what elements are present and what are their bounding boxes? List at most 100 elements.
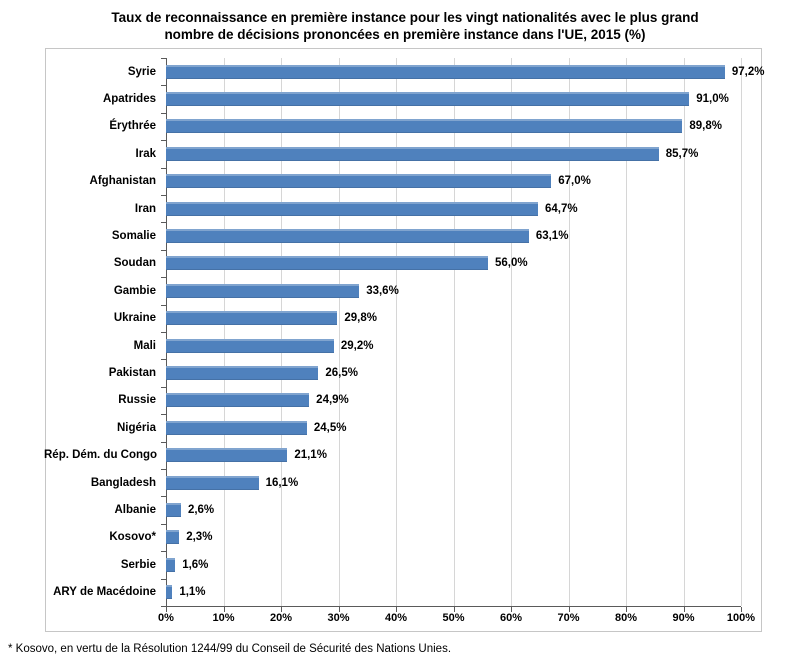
bar — [166, 475, 259, 490]
gridline — [223, 58, 225, 606]
y-axis-tick — [161, 359, 166, 361]
category-label: Albanie — [114, 504, 156, 517]
y-axis-tick — [161, 167, 166, 169]
y-axis-tick — [161, 496, 166, 498]
y-axis-tick — [161, 222, 166, 224]
bar-row: Serbie 1,6% — [121, 551, 741, 578]
gridline — [511, 58, 512, 606]
y-axis-tick — [161, 277, 166, 279]
bar — [166, 420, 307, 435]
bar — [166, 503, 181, 518]
value-label: 24,9% — [316, 394, 349, 407]
gridline — [338, 58, 340, 606]
category-label: Afghanistan — [89, 175, 156, 188]
value-label: 29,2% — [340, 339, 374, 352]
category-label: Russie — [118, 394, 156, 407]
category-label: Syrie — [127, 65, 156, 78]
chart-frame: 0% 10% 20% 30% 40% 50% 60% 70% 80% 90% 100% Syrie 97… — [44, 48, 765, 632]
gridline — [568, 58, 570, 606]
value-label: 16,1% — [265, 476, 299, 489]
x-axis-tick — [683, 607, 685, 612]
y-axis-tick — [161, 304, 166, 306]
bar-row: Kosovo* 2,3% — [109, 524, 741, 551]
gridline — [741, 58, 742, 606]
gridline — [453, 58, 455, 606]
bar-row: Érythrée 89,8% — [109, 113, 741, 140]
x-axis-tick — [626, 607, 627, 612]
x-axis-tick — [453, 607, 455, 612]
y-axis-tick — [161, 140, 166, 142]
category-label: Ukraine — [113, 312, 156, 325]
x-axis-tick — [511, 607, 512, 612]
category-label: Pakistan — [108, 367, 156, 380]
x-axis-tick — [396, 607, 397, 612]
bar-row: Pakistan 26,5% — [109, 359, 741, 386]
category-label: Iran — [134, 202, 156, 215]
bar-row: Albanie 2,6% — [114, 496, 741, 523]
value-label: 24,5% — [313, 421, 347, 434]
bar-row: Nigéria 24,5% — [117, 414, 741, 441]
chart-title-line-1: Taux de reconnaissance en première insta… — [111, 10, 699, 25]
y-axis-line — [166, 58, 167, 606]
y-axis-tick — [161, 441, 166, 443]
gridline — [683, 58, 685, 606]
bar-row: ARY de Macédoine 1,1% — [53, 579, 741, 606]
bar-row: Irak 85,7% — [136, 140, 741, 167]
bar-row: Syrie 97,2% — [128, 58, 765, 85]
x-axis-tick — [741, 607, 742, 612]
bar — [166, 338, 334, 353]
y-axis-tick — [161, 523, 166, 525]
gridline — [281, 58, 282, 606]
bar-row: Ukraine 29,8% — [114, 305, 741, 332]
bar-row: Russie 24,9% — [118, 387, 741, 414]
bar-row: Soudan 56,0% — [114, 250, 741, 277]
bar — [166, 448, 288, 463]
y-axis-tick — [161, 58, 166, 59]
value-label: 67,0% — [558, 175, 591, 188]
x-axis-tick-label: 50% — [442, 612, 465, 624]
bar-row: Bangladesh 16,1% — [91, 469, 741, 496]
category-label: Apatrides — [102, 93, 156, 106]
category-label: Irak — [135, 147, 156, 160]
y-axis-tick — [161, 332, 166, 333]
category-label: Bangladesh — [90, 476, 156, 489]
footnote: * Kosovo, en vertu de la Résolution 1244… — [8, 643, 452, 655]
category-label: Kosovo* — [109, 531, 156, 544]
x-axis-tick-label: 100% — [726, 612, 756, 624]
value-label: 56,0% — [495, 257, 528, 270]
category-label: Gambie — [113, 284, 156, 297]
x-axis-tick-label: 40% — [384, 612, 408, 624]
y-axis-tick — [161, 112, 166, 114]
bar-row: Afghanistan 67,0% — [90, 168, 741, 195]
value-label: 63,1% — [535, 230, 569, 243]
x-axis-tick-label: 20% — [269, 612, 293, 624]
y-axis-tick — [161, 578, 166, 580]
x-axis-tick — [338, 607, 340, 612]
bar — [166, 256, 488, 271]
category-label: Serbie — [120, 558, 156, 571]
category-label: Somalie — [111, 230, 156, 243]
bar — [166, 174, 552, 189]
plot-area: 0% 10% 20% 30% 40% 50% 60% 70% 80% 90% 100% Syrie 97… — [44, 58, 765, 624]
value-label: 97,2% — [731, 65, 765, 78]
x-axis-tick-label: 60% — [499, 612, 523, 624]
value-label: 1,6% — [182, 558, 209, 571]
x-axis-tick-label: 30% — [327, 612, 350, 624]
bar — [166, 201, 539, 216]
bar — [166, 530, 180, 545]
x-axis-tick-label: 80% — [614, 612, 638, 624]
value-label: 2,3% — [186, 531, 213, 544]
value-label: 29,8% — [344, 312, 377, 325]
x-axis-tick — [166, 607, 167, 612]
bar-row: Iran 64,7% — [135, 195, 741, 222]
y-axis-tick — [161, 85, 166, 87]
value-label: 21,1% — [294, 449, 327, 462]
y-axis-tick — [161, 386, 166, 388]
bar — [166, 229, 529, 244]
y-axis-tick — [161, 249, 166, 251]
category-label: ARY de Macédoine — [53, 586, 156, 599]
bar — [166, 283, 360, 298]
bar — [166, 393, 310, 408]
y-axis-tick — [161, 414, 166, 416]
